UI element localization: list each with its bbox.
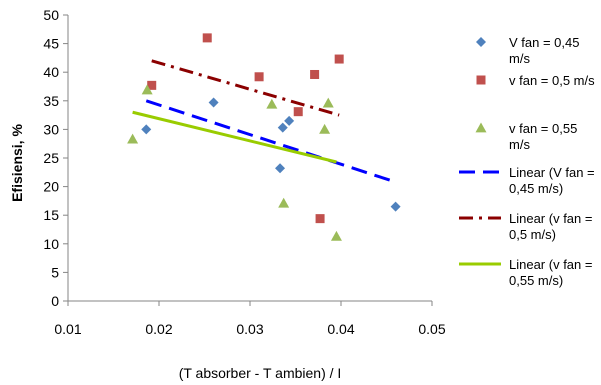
y-axis-title: Efisiensi, % <box>9 124 25 202</box>
data-point-series-2 <box>147 80 157 90</box>
data-point-series-2 <box>310 69 320 79</box>
legend-label: 0,5 m/s) <box>509 227 556 242</box>
data-point-series-2 <box>334 54 344 64</box>
legend: V fan = 0,45m/sv fan = 0,5 m/sv fan = 0,… <box>459 35 595 288</box>
legend-label: m/s <box>509 51 530 66</box>
y-tick-label: 0 <box>51 293 59 309</box>
y-axis-ticks: 0 5 10 15 20 25 30 35 40 45 50 <box>43 7 68 309</box>
y-tick-label: 35 <box>43 93 59 109</box>
data-point-series-1 <box>141 124 152 135</box>
data-point-series-1 <box>390 201 401 212</box>
y-tick-label: 15 <box>43 207 59 223</box>
data-point-series-1 <box>275 163 286 174</box>
x-tick-label: 0.03 <box>236 321 263 337</box>
legend-marker-2 <box>476 75 486 85</box>
y-tick-label: 30 <box>43 121 59 137</box>
legend-label: V fan = 0,45 <box>509 35 579 50</box>
legend-label: v fan = 0,5 m/s <box>509 73 595 88</box>
y-tick-label: 10 <box>43 236 59 252</box>
data-point-series-3 <box>266 98 278 109</box>
legend-label: 0,45 m/s) <box>509 181 563 196</box>
trendlines <box>132 59 397 184</box>
data-point-series-3 <box>278 197 290 208</box>
legend-label: Linear (v fan = <box>509 211 592 226</box>
legend-label: 0,55 m/s) <box>509 273 563 288</box>
data-point-series-1 <box>284 115 295 126</box>
y-tick-label: 45 <box>43 36 59 52</box>
data-point-series-2 <box>293 107 303 117</box>
y-tick-label: 50 <box>43 7 59 23</box>
trendline-2 <box>151 59 340 117</box>
legend-marker-1 <box>476 37 486 47</box>
y-tick-label: 5 <box>51 264 59 280</box>
data-markers <box>127 33 401 241</box>
x-tick-label: 0.01 <box>54 321 81 337</box>
data-point-series-3 <box>319 123 331 134</box>
data-point-series-1 <box>277 122 288 133</box>
plot-area <box>67 15 432 302</box>
x-tick-label: 0.05 <box>418 321 445 337</box>
legend-label: Linear (V fan = <box>509 165 595 180</box>
legend-label: Linear (v fan = <box>509 257 592 272</box>
legend-label: m/s <box>509 137 530 152</box>
y-tick-label: 20 <box>43 179 59 195</box>
data-point-series-2 <box>254 72 264 82</box>
x-axis-ticks: 0.01 0.02 0.03 0.04 0.05 <box>54 301 446 337</box>
x-tick-label: 0.04 <box>327 321 354 337</box>
data-point-series-1 <box>208 97 219 108</box>
data-point-series-3 <box>141 84 153 95</box>
x-axis-title: (T absorber - T ambien) / I <box>179 365 342 381</box>
trendline-1 <box>145 99 397 184</box>
legend-label: v fan = 0,55 <box>509 121 577 136</box>
legend-marker-3 <box>475 122 487 133</box>
data-point-series-2 <box>315 214 325 224</box>
x-tick-label: 0.02 <box>145 321 172 337</box>
data-point-series-2 <box>202 33 212 43</box>
trendline-3 <box>132 110 337 164</box>
data-point-series-3 <box>322 97 334 108</box>
y-tick-label: 40 <box>43 64 59 80</box>
y-tick-label: 25 <box>43 150 59 166</box>
data-point-series-3 <box>330 230 342 241</box>
data-point-series-3 <box>127 133 139 144</box>
